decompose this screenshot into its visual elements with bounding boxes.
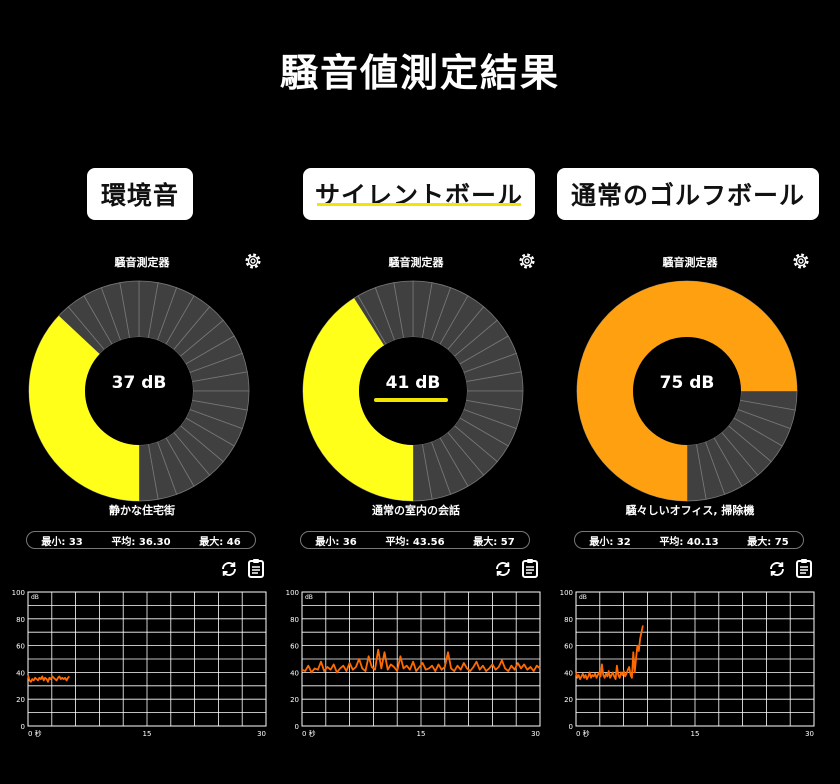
meter-panel-silent-ball: 騒音測定器 41 dB 通常の室内の会話 最小: 36 平均: 43.56 最大… xyxy=(282,240,550,760)
y-unit-label: dB xyxy=(305,594,313,601)
y-tick-label: 40 xyxy=(290,669,299,677)
history-chart: 100 80 60 40 20 0 dB 0 秒 15 30 xyxy=(12,589,267,738)
x-tick-label: 30 xyxy=(531,730,540,738)
stat-max: 最大: 57 xyxy=(473,536,515,548)
gear-icon[interactable] xyxy=(516,250,538,272)
meter-title: 騒音測定器 xyxy=(662,256,718,269)
y-tick-label: 100 xyxy=(286,589,299,597)
y-tick-label: 80 xyxy=(564,616,573,624)
history-line xyxy=(27,674,71,683)
gauge-fill xyxy=(577,281,797,501)
stat-min: 最小: 32 xyxy=(589,536,631,548)
x-tick-label: 30 xyxy=(257,730,266,738)
meter-title: 騒音測定器 xyxy=(114,256,170,269)
x-tick-label: 0 秒 xyxy=(302,729,316,738)
stat-max: 最大: 75 xyxy=(747,536,789,548)
gauge-ring xyxy=(302,280,524,502)
y-tick-label: 20 xyxy=(16,696,25,704)
x-tick-label: 15 xyxy=(691,730,700,738)
stat-min: 最小: 36 xyxy=(315,536,357,548)
y-tick-label: 60 xyxy=(564,643,573,651)
page-title: 騒音値測定結果 xyxy=(279,51,560,95)
level-description: 通常の室内の会話 xyxy=(372,504,460,517)
gear-icon[interactable] xyxy=(242,250,264,272)
y-tick-label: 20 xyxy=(290,696,299,704)
y-tick-label: 20 xyxy=(564,696,573,704)
x-tick-label: 0 秒 xyxy=(28,729,42,738)
stat-max: 最大: 46 xyxy=(199,536,241,548)
y-tick-label: 0 xyxy=(569,723,573,731)
stat-avg: 平均: 36.30 xyxy=(111,536,171,548)
meter-panel-ambient: 騒音測定器 37 dB 静かな住宅街 最小: 33 平均: 36.30 最大: … xyxy=(8,240,276,760)
refresh-icon[interactable] xyxy=(768,560,786,578)
history-chart: 100 80 60 40 20 0 dB 0 秒 15 30 xyxy=(560,589,815,738)
gauge-center xyxy=(633,337,741,445)
stats-bar: 最小: 33 平均: 36.30 最大: 46 xyxy=(26,531,256,549)
x-tick-label: 15 xyxy=(417,730,426,738)
y-tick-label: 100 xyxy=(12,589,25,597)
x-tick-label: 15 xyxy=(143,730,152,738)
gauge-center xyxy=(359,337,467,445)
x-tick-label: 0 秒 xyxy=(576,729,590,738)
meter-panel-golf-ball: 騒音測定器 75 dB 騒々しいオフィス, 掃除機 最小: 32 平均: 40.… xyxy=(556,240,824,760)
y-tick-label: 60 xyxy=(290,643,299,651)
gauge-value: 75 dB xyxy=(659,373,715,393)
stats-bar: 最小: 32 平均: 40.13 最大: 75 xyxy=(574,531,804,549)
level-description: 静かな住宅街 xyxy=(109,504,175,517)
y-unit-label: dB xyxy=(31,594,39,601)
history-chart: 100 80 60 40 20 0 dB 0 秒 15 30 xyxy=(286,589,541,738)
y-tick-label: 40 xyxy=(16,669,25,677)
clipboard-icon[interactable] xyxy=(248,558,264,578)
gauge-fill xyxy=(303,298,413,501)
level-description: 騒々しいオフィス, 掃除機 xyxy=(625,504,755,517)
label-golf-ball: 通常のゴルフボール xyxy=(557,168,819,220)
gauge-ring xyxy=(28,280,250,502)
stats-bar: 最小: 36 平均: 43.56 最大: 57 xyxy=(300,531,530,549)
history-line xyxy=(575,625,644,680)
meter-title: 騒音測定器 xyxy=(388,256,444,269)
label-silent-ball: サイレントボール xyxy=(303,168,535,220)
y-unit-label: dB xyxy=(579,594,587,601)
stat-avg: 平均: 40.13 xyxy=(659,536,719,548)
y-tick-label: 80 xyxy=(290,616,299,624)
clipboard-icon[interactable] xyxy=(522,558,538,578)
gauge-value: 41 dB xyxy=(385,373,441,393)
stat-min: 最小: 33 xyxy=(41,536,83,548)
x-tick-label: 30 xyxy=(805,730,814,738)
clipboard-icon[interactable] xyxy=(796,558,812,578)
label-underline xyxy=(317,203,521,206)
gauge-value: 37 dB xyxy=(111,373,167,393)
gauge-center xyxy=(85,337,193,445)
y-tick-label: 0 xyxy=(295,723,299,731)
y-tick-label: 0 xyxy=(21,723,25,731)
y-tick-label: 100 xyxy=(560,589,573,597)
gauge-fill xyxy=(28,315,139,501)
y-tick-label: 60 xyxy=(16,643,25,651)
y-tick-label: 80 xyxy=(16,616,25,624)
stat-avg: 平均: 43.56 xyxy=(385,536,445,548)
history-line xyxy=(301,648,541,674)
label-ambient: 環境音 xyxy=(87,168,193,220)
refresh-icon[interactable] xyxy=(494,560,512,578)
refresh-icon[interactable] xyxy=(220,560,238,578)
value-underline xyxy=(374,398,448,402)
gauge-ring xyxy=(576,280,798,502)
gear-icon[interactable] xyxy=(790,250,812,272)
y-tick-label: 40 xyxy=(564,669,573,677)
